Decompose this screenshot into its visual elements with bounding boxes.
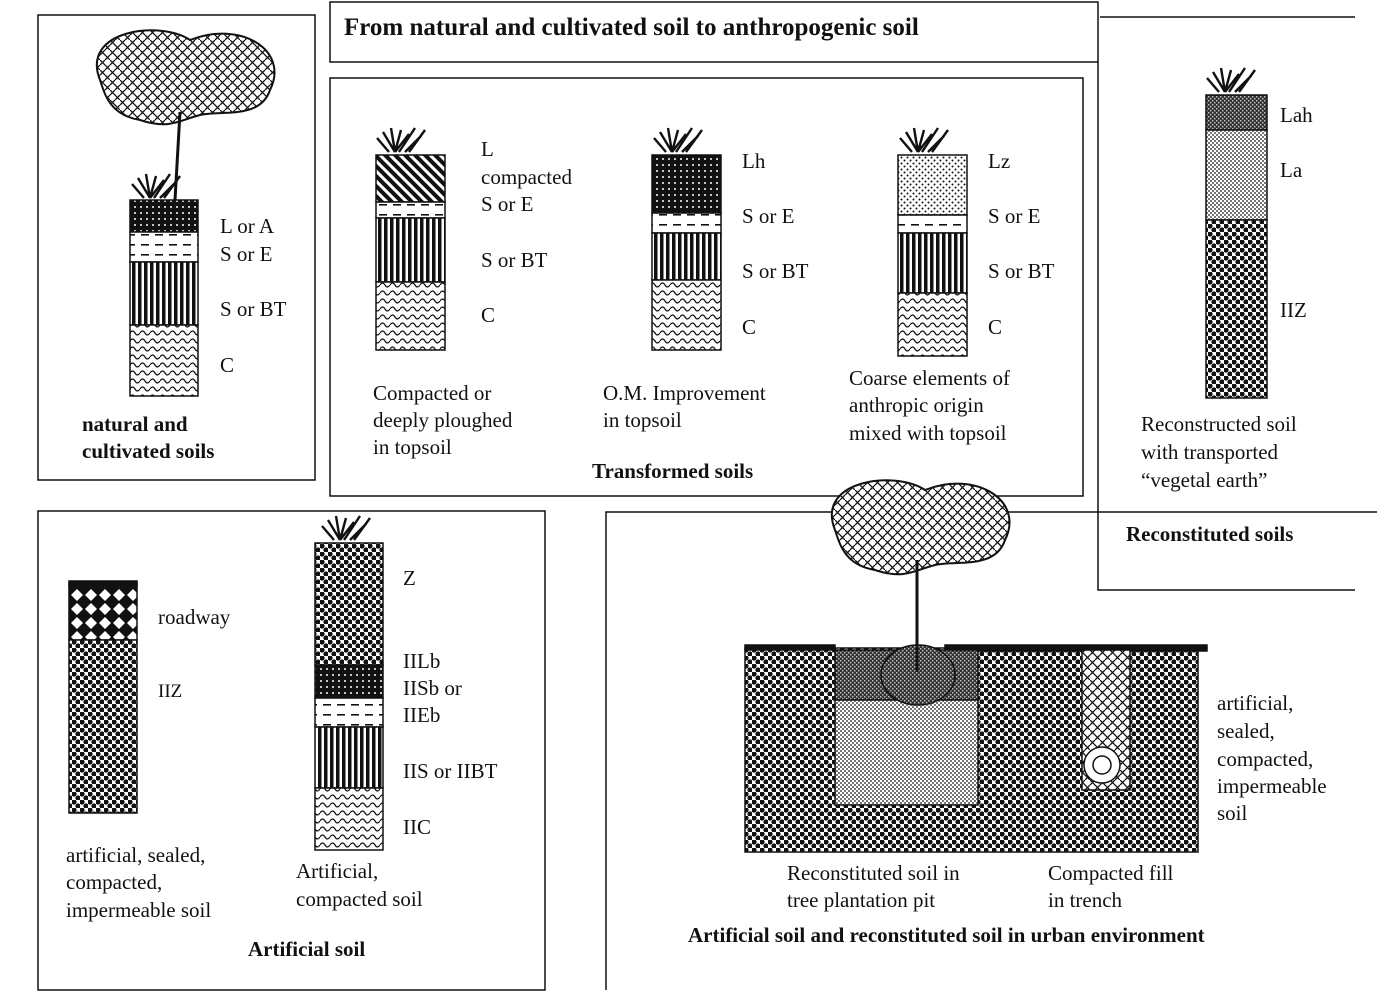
caption: in topsoil <box>603 408 682 432</box>
side-label: sealed, <box>1217 719 1275 743</box>
frame-natural <box>37 14 316 481</box>
layer-label: roadway <box>158 605 231 629</box>
caption: Compacted or <box>373 381 492 405</box>
frame-title <box>329 1 1099 63</box>
profile-natural <box>95 29 276 397</box>
caption: Artificial, <box>296 859 379 883</box>
layer-label: IILb <box>403 649 441 673</box>
caption: anthropic origin <box>849 393 984 417</box>
layer-label: Lz <box>988 149 1011 173</box>
layer-label: IIS or IIBT <box>403 759 498 783</box>
layer-label: S or BT <box>481 248 548 272</box>
layer-label: L or A <box>220 214 275 238</box>
layer-label: C <box>988 315 1003 339</box>
group-label-urban: Artificial soil and reconstituted soil i… <box>688 923 1205 947</box>
layer-label: IIC <box>403 815 431 839</box>
caption: compacted soil <box>296 887 423 911</box>
layer-label: S or BT <box>742 259 809 283</box>
caption: Reconstructed soil <box>1141 412 1297 436</box>
layer-label: S or BT <box>220 297 287 321</box>
caption: “vegetal earth” <box>1141 468 1268 492</box>
caption: Coarse elements of <box>849 366 1010 390</box>
caption-trench: in trench <box>1048 888 1123 912</box>
profile-transformed-3 <box>897 126 968 357</box>
layer-label: C <box>742 315 757 339</box>
group-label-reconstituted: Reconstituted soils <box>1126 522 1294 546</box>
caption: mixed with topsoil <box>849 421 1007 445</box>
group-label-transformed: Transformed soils <box>592 459 754 483</box>
profile-reconstituted <box>1205 66 1268 399</box>
layer-label: Z <box>403 566 416 590</box>
layer-label: S or E <box>988 204 1041 228</box>
layer-label: IISb or <box>403 676 462 700</box>
layer-label: S or BT <box>988 259 1055 283</box>
side-label: compacted, <box>1217 747 1314 771</box>
caption-natural: cultivated soils <box>82 439 215 463</box>
caption: compacted, <box>66 870 163 894</box>
profile-artificial-2 <box>314 514 384 851</box>
caption: deeply ploughed <box>373 408 513 432</box>
profile-transformed-1 <box>375 126 446 351</box>
side-label: soil <box>1217 801 1248 825</box>
layer-label: IIEb <box>403 703 441 727</box>
layer-label: S or E <box>220 242 273 266</box>
layer-label: compacted <box>481 165 572 189</box>
urban-cross-section <box>744 479 1208 853</box>
layer-label: La <box>1280 158 1303 182</box>
pipe-icon <box>1083 746 1121 784</box>
frame-reconstituted <box>1097 16 1355 591</box>
layer-label: Lh <box>742 149 766 173</box>
profile-artificial-1 <box>68 580 138 814</box>
layer-label: L <box>481 137 494 161</box>
side-label: artificial, <box>1217 691 1294 715</box>
caption-pit: tree plantation pit <box>787 888 936 912</box>
layer-label: S or E <box>742 204 795 228</box>
caption: impermeable soil <box>66 898 212 922</box>
caption-trench: Compacted fill <box>1048 861 1174 885</box>
layer-label: C <box>220 353 235 377</box>
caption: artificial, sealed, <box>66 843 206 867</box>
caption-pit: Reconstituted soil in <box>787 861 960 885</box>
frame-urban <box>605 511 1377 990</box>
caption-natural: natural and <box>82 412 188 436</box>
side-label: impermeable <box>1217 774 1327 798</box>
layer-label: C <box>481 303 496 327</box>
caption: with transported <box>1141 440 1279 464</box>
group-label-artificial: Artificial soil <box>248 937 366 961</box>
profile-transformed-2 <box>651 126 722 351</box>
caption: in topsoil <box>373 435 452 459</box>
frame-artificial <box>37 510 546 991</box>
layer-label: IIZ <box>158 681 183 702</box>
layer-label: IIZ <box>1280 298 1307 322</box>
caption: O.M. Improvement <box>603 381 766 405</box>
layer-label: Lah <box>1280 103 1313 127</box>
page-title: From natural and cultivated soil to anth… <box>344 14 919 41</box>
layer-label: S or E <box>481 192 534 216</box>
frame-transformed <box>329 77 1084 497</box>
